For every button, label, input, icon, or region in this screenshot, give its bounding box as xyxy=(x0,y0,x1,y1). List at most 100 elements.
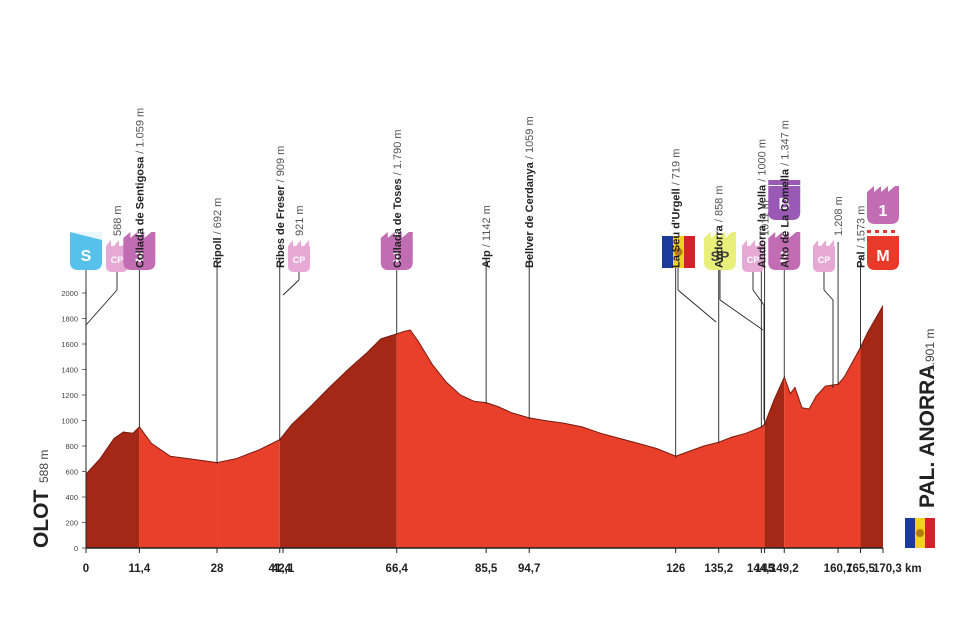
x-tick-label: 144,3 xyxy=(747,563,776,575)
cp-badge-text: CP xyxy=(747,255,760,265)
climb-badge-shape xyxy=(123,232,156,270)
waypoint-altitude: / 1.347 m xyxy=(779,120,791,169)
start-town-label: OLOT xyxy=(30,490,53,548)
climb-badge-text: 1 xyxy=(879,203,888,220)
waypoint-altitude: 1.208 m xyxy=(833,196,845,236)
flag-connector xyxy=(677,289,717,323)
badge-start: S xyxy=(70,232,102,475)
waypoint-name: Ripoll xyxy=(212,237,224,268)
y-tick-label: 1000 xyxy=(61,417,78,426)
sprint-badge-shape xyxy=(704,232,736,270)
waypoint-label: Collada de Sentigosa / 1.059 m xyxy=(134,108,146,268)
profile-segment xyxy=(86,305,140,548)
cp-altitude-label: 588 m xyxy=(112,205,124,236)
badge-climb: 1 xyxy=(867,186,899,224)
waypoint-name: Andorra xyxy=(714,224,726,268)
waypoint-altitude: / 1.059 m xyxy=(134,108,146,157)
start-badge-text: S xyxy=(81,248,92,265)
start-altitude-label: 588 m xyxy=(37,450,51,483)
y-tick-label: 200 xyxy=(65,519,78,528)
climb-badge-shape xyxy=(867,186,899,224)
y-tick-label: 0 xyxy=(74,544,78,553)
finish-checker xyxy=(875,230,879,233)
x-tick-label: 28 xyxy=(211,563,224,575)
cp-connector xyxy=(752,289,765,306)
x-tick-label: 41,4 xyxy=(269,563,292,575)
badge-finish: M xyxy=(867,230,899,270)
finish-town-label: PAL. ANORRA xyxy=(916,365,939,509)
x-tick-label: 0 xyxy=(83,563,89,575)
cp-altitude-label: 921 m xyxy=(294,205,306,236)
y-tick-label: 1200 xyxy=(61,391,78,400)
finish-checker xyxy=(883,230,887,233)
cp-badge-crown xyxy=(813,240,834,246)
waypoint-label: Alto de La Comella / 1.347 m xyxy=(779,120,791,268)
finish-badge-text: M xyxy=(876,248,889,265)
cp-connector xyxy=(282,279,300,296)
finish-checker xyxy=(887,233,891,236)
waypoint-name: Alp xyxy=(481,250,493,268)
badge-cp: CP 588 m xyxy=(85,205,128,326)
badge-bonus: B xyxy=(768,180,801,220)
andorra-flag-red xyxy=(684,236,695,268)
x-tick-label: 135,2 xyxy=(704,563,733,575)
waypoint-label: 1.208 m xyxy=(833,196,845,236)
y-tick-label: 1600 xyxy=(61,340,78,349)
badge-flag-andorra xyxy=(662,236,717,323)
profile-segment xyxy=(217,305,280,548)
cp-badge-crown xyxy=(742,240,763,246)
x-tick-label: 94,7 xyxy=(518,563,540,575)
cp-badge-text: CP xyxy=(293,255,306,265)
x-tick-label: 85,5 xyxy=(475,563,498,575)
waypoint-name: Pal xyxy=(856,251,868,268)
andorra-flag-blue xyxy=(662,236,673,268)
badge-climb: 1 xyxy=(380,232,413,270)
finish-andorra-flag-icon xyxy=(905,518,935,548)
waypoint-altitude: / 719 m xyxy=(671,149,683,189)
waypoint-label: Collada de Toses / 1.790 m xyxy=(392,129,404,268)
waypoint-label: La Seu d'Urgell / 719 m xyxy=(671,149,683,268)
waypoint-name: Collada de Sentigosa xyxy=(134,156,146,268)
finish-checker xyxy=(879,233,883,236)
y-tick-label: 600 xyxy=(65,468,78,477)
profile-segment xyxy=(784,305,861,548)
waypoint-altitude: / 858 m xyxy=(714,185,726,225)
andorra-flag-crest-icon xyxy=(674,248,683,256)
finish-checker xyxy=(895,233,899,236)
x-tick-label: 42,1 xyxy=(272,563,295,575)
finish-checker xyxy=(891,230,895,233)
waypoint-name: Alto de La Comella xyxy=(779,168,791,268)
finish-checker xyxy=(867,230,871,233)
waypoint-label: Ribes de Freser / 909 m xyxy=(275,146,287,268)
cp-connector xyxy=(85,289,118,326)
cp-connector xyxy=(823,289,834,301)
x-tick-label: 66,4 xyxy=(386,563,409,575)
profile-line xyxy=(85,305,884,475)
cp-badge-shape xyxy=(813,246,835,272)
climb-badge-text: 2 xyxy=(780,249,789,266)
profile-segment xyxy=(279,305,397,548)
finish-badge-shape xyxy=(867,236,899,270)
waypoint-label: Pal / 1573 m xyxy=(856,206,868,268)
waypoint-altitude: / 1000 m xyxy=(756,139,768,185)
x-tick-label: 126 xyxy=(666,563,685,575)
waypoint-name: Ribes de Freser xyxy=(275,185,287,268)
cp-badge-text: CP xyxy=(111,255,124,265)
cp-badge-text: CP xyxy=(818,255,831,265)
badge-climb: 3 xyxy=(123,232,156,270)
climb-badge-text: 3 xyxy=(135,249,144,266)
waypoint-label: 1011 m xyxy=(760,200,772,236)
x-tick-label: 11,4 xyxy=(128,563,150,575)
waypoint-altitude: / 1142 m xyxy=(481,205,493,250)
profile-segment xyxy=(764,305,785,548)
y-tick-label: 1800 xyxy=(61,315,78,324)
waypoint-altitude: 1011 m xyxy=(760,200,772,236)
cp-badge-shape xyxy=(742,246,764,272)
climb-badge-text: 1 xyxy=(392,249,401,266)
finish-altitude-label: 1.901 m xyxy=(923,329,937,372)
waypoint-name: La Seu d'Urgell xyxy=(671,188,683,268)
x-tick-label: 165,5 xyxy=(846,563,875,575)
start-flag-icon xyxy=(70,232,102,240)
waypoint-altitude: / 1.790 m xyxy=(392,129,404,178)
